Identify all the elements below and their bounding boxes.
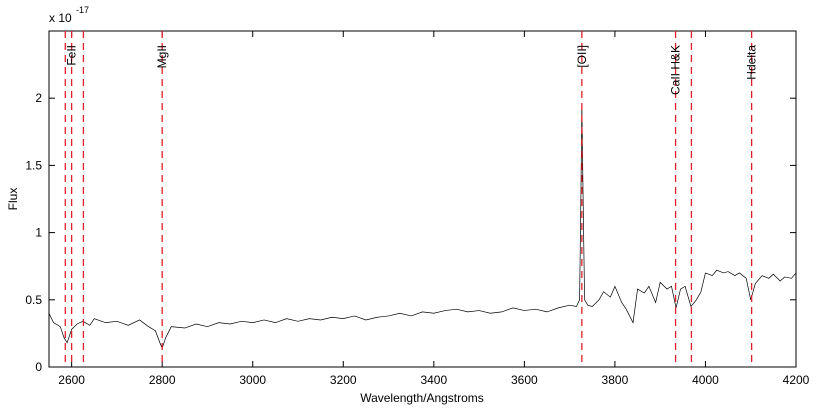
x-tick-label: 3400 bbox=[420, 373, 447, 387]
y-tick-label: 0.5 bbox=[25, 293, 42, 307]
y-tick-label: 2 bbox=[35, 91, 42, 105]
marker-label: CaII H&K bbox=[669, 45, 683, 95]
x-tick-label: 4200 bbox=[783, 373, 810, 387]
y-tick-label: 1.5 bbox=[25, 158, 42, 172]
y-tick-label: 1 bbox=[35, 226, 42, 240]
marker-label: [OII] bbox=[575, 45, 589, 68]
x-tick-label: 3200 bbox=[330, 373, 357, 387]
x-axis-label: Wavelength/Angstroms bbox=[360, 391, 484, 405]
x-tick-label: 4000 bbox=[692, 373, 719, 387]
y-multiplier-exponent: -17 bbox=[76, 5, 89, 15]
y-tick-label: 0 bbox=[35, 360, 42, 374]
x-tick-label: 2600 bbox=[58, 373, 85, 387]
y-axis-label: Flux bbox=[6, 188, 20, 211]
x-tick-label: 3000 bbox=[239, 373, 266, 387]
marker-label: FeII bbox=[65, 45, 79, 66]
plot-frame bbox=[48, 30, 797, 368]
marker-label: MgII bbox=[155, 45, 169, 68]
x-tick-label: 2800 bbox=[149, 373, 176, 387]
marker-label: Hdelta bbox=[745, 45, 759, 80]
spectrum-line bbox=[48, 104, 797, 350]
x-tick-label: 3600 bbox=[511, 373, 538, 387]
y-multiplier: x 10 bbox=[49, 11, 72, 25]
x-tick-label: 3800 bbox=[602, 373, 629, 387]
